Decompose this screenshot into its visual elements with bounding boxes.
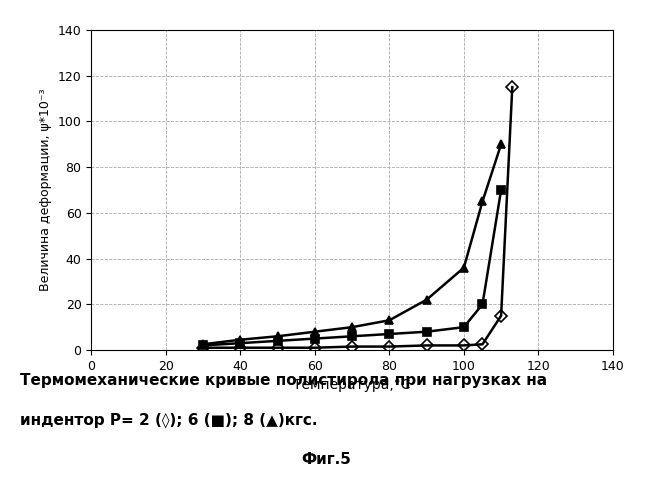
Text: индентор P= 2 (◊); 6 (■); 8 (▲)кгс.: индентор P= 2 (◊); 6 (■); 8 (▲)кгс.	[20, 412, 317, 428]
Text: Термомеханические кривые полистирола при нагрузках на: Термомеханические кривые полистирола при…	[20, 372, 546, 388]
X-axis label: Температура,°C: Температура,°C	[293, 378, 411, 392]
Text: Фиг.5: Фиг.5	[301, 452, 351, 468]
Y-axis label: Величина деформации, ψ*10⁻³: Величина деформации, ψ*10⁻³	[39, 89, 52, 291]
